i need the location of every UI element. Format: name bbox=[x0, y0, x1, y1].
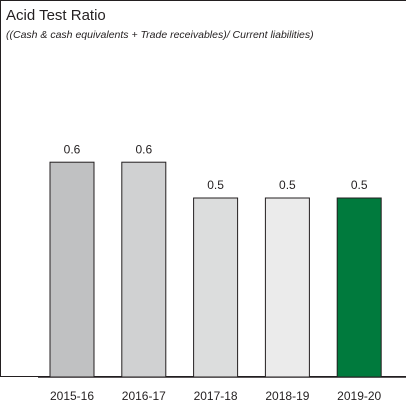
data-label: 0.6 bbox=[64, 142, 81, 156]
bar bbox=[121, 161, 167, 378]
chart-title: Acid Test Ratio bbox=[6, 7, 106, 24]
data-label: 0.5 bbox=[207, 178, 224, 192]
x-tick-label: 2015-16 bbox=[50, 389, 94, 403]
x-tick-label: 2017-18 bbox=[194, 389, 238, 403]
x-tick-label: 2016-17 bbox=[122, 389, 166, 403]
data-label: 0.5 bbox=[279, 178, 296, 192]
bar bbox=[193, 197, 239, 378]
bar bbox=[336, 197, 382, 378]
chart-subtitle: ((Cash & cash equivalents + Trade receiv… bbox=[6, 29, 314, 41]
x-tick-label: 2019-20 bbox=[337, 389, 381, 403]
bar bbox=[264, 197, 310, 378]
data-label: 0.5 bbox=[351, 178, 368, 192]
x-tick-label: 2018-19 bbox=[265, 389, 309, 403]
data-label: 0.6 bbox=[135, 142, 152, 156]
bar bbox=[49, 161, 95, 378]
